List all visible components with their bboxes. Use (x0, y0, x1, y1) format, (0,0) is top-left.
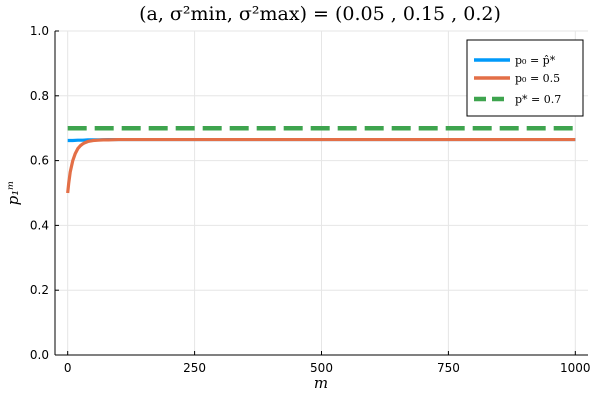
y-tick-label-0: 0.0 (30, 348, 49, 362)
chart-title: (a, σ²min, σ²max) = (0.05 , 0.15 , 0.2) (139, 3, 501, 25)
y-tick-label-4: 0.8 (30, 89, 49, 103)
x-tick-label-2: 500 (310, 361, 333, 375)
y-tick-label-3: 0.6 (30, 154, 49, 168)
legend-label-3: p* = 0.7 (515, 93, 561, 106)
axes (54, 30, 588, 356)
y-tick-label-5: 1.0 (30, 24, 49, 38)
y-axis-label: p₁ᵐ (4, 181, 22, 206)
series-lines (66, 125, 576, 194)
legend-label-1: p₀ = p̂* (515, 54, 556, 67)
legend: p₀ = p̂* p₀ = 0.5 p* = 0.7 (466, 39, 584, 117)
legend-label-2: p₀ = 0.5 (515, 72, 560, 85)
x-tick-label-4: 1000 (560, 361, 591, 375)
tick-labels: 0 250 500 750 1000 0.0 0.2 0.4 0.6 0.8 1.0 (30, 24, 591, 375)
x-tick-label-1: 250 (183, 361, 206, 375)
y-tick-label-1: 0.2 (30, 283, 49, 297)
x-tick-label-0: 0 (64, 361, 72, 375)
x-axis-label: m (314, 374, 328, 392)
x-tick-label-3: 750 (437, 361, 460, 375)
series-line-1 (66, 137, 576, 194)
y-tick-label-2: 0.4 (30, 218, 49, 232)
